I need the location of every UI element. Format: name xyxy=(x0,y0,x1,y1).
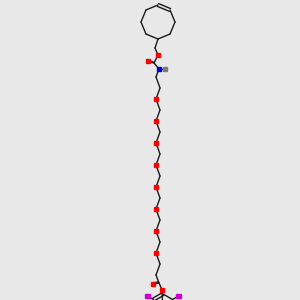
FancyBboxPatch shape xyxy=(145,294,150,298)
FancyBboxPatch shape xyxy=(163,67,167,71)
FancyBboxPatch shape xyxy=(160,288,164,292)
FancyBboxPatch shape xyxy=(154,119,158,123)
FancyBboxPatch shape xyxy=(146,59,150,63)
FancyBboxPatch shape xyxy=(176,294,181,298)
FancyBboxPatch shape xyxy=(154,185,158,189)
FancyBboxPatch shape xyxy=(154,229,158,233)
FancyBboxPatch shape xyxy=(154,251,158,255)
FancyBboxPatch shape xyxy=(157,67,161,71)
FancyBboxPatch shape xyxy=(154,163,158,167)
FancyBboxPatch shape xyxy=(154,141,158,145)
FancyBboxPatch shape xyxy=(154,97,158,101)
FancyBboxPatch shape xyxy=(154,207,158,211)
FancyBboxPatch shape xyxy=(151,282,155,286)
FancyBboxPatch shape xyxy=(156,53,160,57)
